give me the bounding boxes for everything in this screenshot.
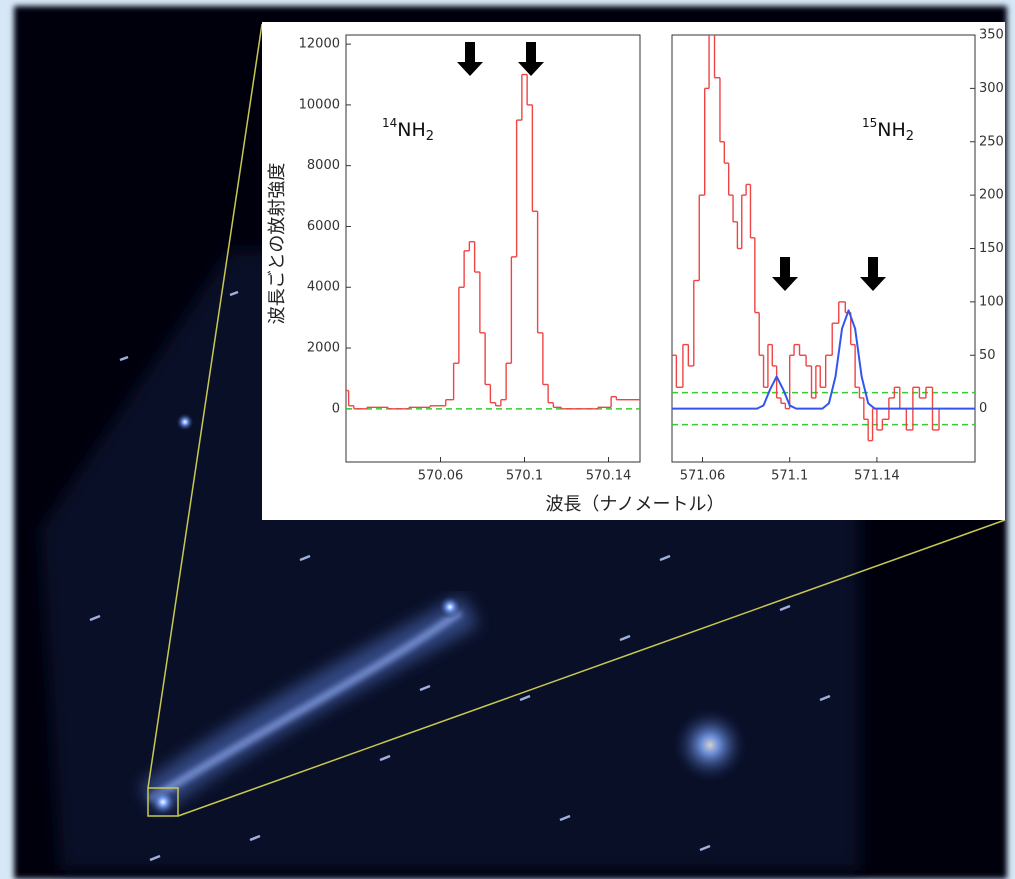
arrows [457, 42, 886, 291]
series-group [672, 35, 975, 442]
y-tick-label: 250 [979, 134, 1004, 149]
x-tick-label: 571.06 [680, 469, 726, 484]
y-tick-label: 0 [979, 401, 987, 416]
y-tick-label: 350 [979, 28, 1004, 43]
y-tick-label: 8000 [307, 158, 340, 173]
subscript: 2 [906, 129, 914, 144]
species-label: 15NH2 [862, 116, 914, 144]
x-tick-label: 570.06 [418, 469, 464, 484]
y-tick-label: 50 [979, 348, 996, 363]
series-group [346, 73, 640, 410]
x-tick-label: 571.14 [854, 469, 900, 484]
y-tick-label: 200 [979, 188, 1004, 203]
y-tick-label: 4000 [307, 280, 340, 295]
molecule: NH [877, 119, 906, 141]
x-tick-label: 570.14 [586, 469, 632, 484]
y-tick-label: 0 [332, 401, 340, 416]
model-line [672, 309, 975, 410]
x-tick-label: 570.1 [506, 469, 543, 484]
isotope: 15 [862, 116, 877, 130]
plot: 0 2000 4000 6000 8000 10000 12000 570.06 570.1 57… [267, 34, 725, 515]
chart-panel [262, 22, 1005, 520]
x-tick-label: 571.1 [771, 469, 808, 484]
molecule: NH [397, 119, 426, 141]
plot: 0 50 100 150 200 250 300 350 571.06 571.1 571.14 15… [671, 28, 1004, 484]
y-tick-label: 150 [979, 241, 1004, 256]
y-tick-label: 100 [979, 294, 1004, 309]
species-label: 14NH2 [382, 116, 434, 144]
y-tick-label: 12000 [299, 37, 340, 52]
zoom-lines [147, 23, 1006, 817]
y-tick-label: 10000 [299, 97, 340, 112]
y-tick-label: 300 [979, 81, 1004, 96]
x-axis-title: 波長（ナノメートル） [545, 494, 724, 515]
plot-area [345, 34, 641, 463]
y-tick-label: 2000 [307, 341, 340, 356]
isotope: 14 [382, 116, 397, 130]
y-axis-title: 波長ごとの放射強度 [267, 163, 288, 325]
y-tick-label: 6000 [307, 219, 340, 234]
subscript: 2 [426, 129, 434, 144]
